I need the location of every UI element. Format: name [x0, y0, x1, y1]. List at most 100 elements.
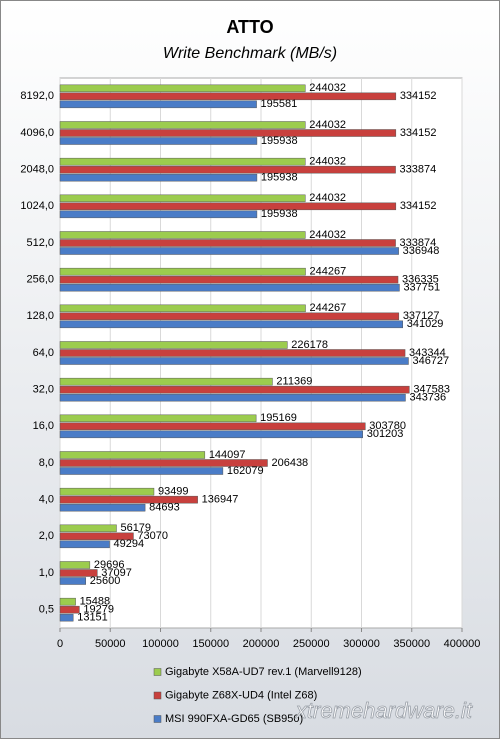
- data-label: 13151: [77, 612, 108, 624]
- data-label: 211369: [276, 376, 312, 388]
- data-label: 303780: [369, 420, 406, 432]
- y-tick-label: 64,0: [33, 347, 54, 359]
- bar: [59, 320, 403, 329]
- data-label: 334152: [400, 127, 437, 139]
- bar: [59, 414, 257, 423]
- bar: [59, 173, 258, 182]
- bar: [59, 503, 146, 512]
- y-tick-label: 256,0: [26, 274, 54, 286]
- bar: [59, 451, 206, 459]
- legend-swatch: [153, 715, 162, 723]
- bar: [59, 393, 406, 402]
- bar: [59, 129, 397, 137]
- bar: [59, 569, 98, 577]
- legend-swatch: [153, 691, 162, 700]
- x-tick-label: 200000: [243, 638, 280, 650]
- data-label: 334152: [400, 90, 437, 102]
- y-tick-label: 0,5: [39, 604, 54, 616]
- y-tick-label: 8192,0: [20, 90, 54, 102]
- bar: [59, 357, 409, 365]
- legend-label: Gigabyte Z68X-UD4 (Intel Z68): [165, 689, 317, 701]
- y-tick-label: 1,0: [39, 567, 54, 579]
- y-tick-label: 32,0: [33, 384, 54, 396]
- bar: [59, 121, 306, 129]
- data-label: 244267: [309, 302, 346, 314]
- data-label: 301203: [367, 428, 404, 440]
- bar: [59, 84, 306, 93]
- bar: [59, 597, 76, 606]
- bar: [59, 487, 155, 496]
- data-label: 56179: [120, 522, 151, 534]
- data-label: 49294: [114, 538, 145, 550]
- data-label: 162079: [227, 465, 264, 477]
- bar: [59, 239, 396, 247]
- y-tick-label: 2048,0: [20, 164, 54, 176]
- y-tick-label: 2,0: [39, 530, 54, 542]
- watermark: xtremehardware.it: [295, 698, 473, 723]
- chart-subtitle: Write Benchmark (MB/s): [163, 45, 337, 62]
- y-tick-label: 128,0: [26, 310, 54, 322]
- bar: [59, 157, 306, 166]
- bar: [59, 275, 399, 284]
- bar: [59, 231, 306, 239]
- x-tick-label: 400000: [444, 638, 481, 650]
- data-label: 136947: [202, 494, 239, 506]
- bar: [59, 137, 258, 145]
- data-label: 244032: [309, 156, 346, 168]
- x-tick-label: 250000: [293, 638, 330, 650]
- data-label: 343344: [409, 347, 446, 359]
- data-label: 337127: [403, 310, 440, 322]
- y-tick-label: 512,0: [26, 237, 54, 249]
- bar: [59, 495, 198, 504]
- y-tick-label: 1024,0: [20, 200, 54, 212]
- data-label: 333874: [400, 237, 437, 249]
- bar: [59, 210, 258, 219]
- bar: [59, 385, 410, 394]
- data-label: 336335: [402, 274, 439, 286]
- data-label: 226178: [291, 339, 328, 351]
- data-label: 346727: [412, 355, 449, 367]
- bar: [59, 312, 400, 321]
- x-tick-label: 50000: [95, 638, 126, 650]
- bar: [59, 577, 86, 585]
- data-label: 341029: [407, 318, 444, 330]
- y-tick-label: 4096,0: [20, 127, 54, 139]
- data-label: 195938: [261, 172, 298, 184]
- bar: [59, 524, 117, 533]
- bar: [59, 92, 397, 101]
- bar: [59, 304, 306, 313]
- bar: [59, 100, 257, 109]
- y-tick-label: 16,0: [33, 420, 54, 432]
- data-label: 195581: [261, 98, 298, 110]
- bar: [59, 561, 91, 569]
- bar: [59, 267, 306, 276]
- bar: [59, 247, 399, 255]
- data-label: 336948: [403, 245, 440, 257]
- legend-label: Gigabyte X58A-UD7 rev.1 (Marvell9128): [165, 666, 362, 678]
- data-label: 337751: [403, 282, 440, 294]
- y-tick-label: 4,0: [39, 494, 54, 506]
- data-label: 93499: [158, 486, 189, 498]
- chart-title: ATTO: [226, 17, 273, 37]
- data-label: 333874: [400, 164, 437, 176]
- x-tick-label: 0: [57, 638, 63, 650]
- data-label: 334152: [400, 200, 437, 212]
- bar: [59, 165, 396, 174]
- data-label: 195169: [260, 412, 297, 424]
- bar: [59, 377, 273, 386]
- data-label: 206438: [271, 457, 308, 469]
- bar: [59, 459, 268, 467]
- data-label: 244032: [309, 192, 346, 204]
- data-label: 195938: [261, 208, 298, 220]
- data-label: 195938: [261, 135, 298, 147]
- data-label: 144097: [209, 449, 246, 461]
- data-label: 244032: [309, 82, 346, 94]
- bar: [59, 422, 366, 431]
- x-tick-label: 350000: [393, 638, 430, 650]
- bar: [59, 349, 406, 357]
- bar: [59, 194, 306, 203]
- bar: [59, 605, 80, 614]
- y-tick-label: 8,0: [39, 457, 54, 469]
- data-label: 15488: [80, 596, 111, 608]
